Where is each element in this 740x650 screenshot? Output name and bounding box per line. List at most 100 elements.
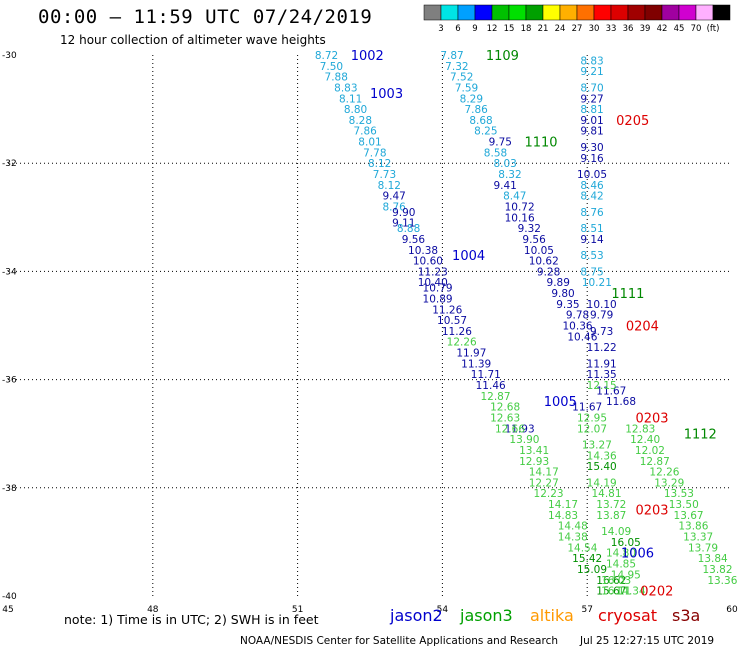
swh-data-label: 12.87 bbox=[480, 391, 510, 403]
swh-data-label: 12.26 bbox=[649, 467, 679, 479]
colorbar-swatch bbox=[576, 4, 595, 21]
pass-id-label: 1004 bbox=[452, 249, 485, 264]
pass-id-label: 1002 bbox=[351, 49, 384, 64]
y-tick-label: -38 bbox=[2, 484, 17, 494]
swh-data-label: 13.50 bbox=[669, 499, 699, 511]
colorbar-label: 33 bbox=[606, 24, 617, 34]
swh-data-label: 16.11 bbox=[601, 586, 631, 598]
x-tick-label: 60 bbox=[726, 605, 738, 615]
swh-data-label: 8.12 bbox=[368, 158, 391, 170]
pass-id-label: 0203 bbox=[635, 503, 668, 518]
y-tick-label: -32 bbox=[2, 159, 17, 169]
swh-data-label: 10.60 bbox=[413, 256, 443, 268]
colorbar-label: 12 bbox=[487, 24, 498, 34]
swh-data-label: 12.83 bbox=[625, 423, 655, 435]
swh-data-label: 8.76 bbox=[580, 207, 604, 219]
swh-data-label: 13.36 bbox=[707, 575, 737, 587]
colorbar-swatch bbox=[525, 4, 544, 21]
swh-data-label: 7.87 bbox=[440, 50, 463, 62]
swh-data-label: 9.16 bbox=[580, 153, 604, 165]
swh-data-label: 8.81 bbox=[580, 104, 603, 116]
swh-data-label: 9.28 bbox=[537, 266, 560, 278]
colorbar-swatch bbox=[423, 4, 442, 21]
colorbar-label: 42 bbox=[657, 24, 668, 34]
swh-data-label: 12.23 bbox=[534, 488, 564, 500]
colorbar-label: 36 bbox=[623, 24, 634, 34]
swh-data-label: 12.63 bbox=[490, 412, 520, 424]
swh-data-label: 15.09 bbox=[577, 564, 607, 576]
swh-data-label: 8.88 bbox=[397, 223, 420, 235]
colorbar-label: 45 bbox=[674, 24, 685, 34]
swh-data-label: 10.38 bbox=[408, 245, 438, 257]
pass-id-label: 1111 bbox=[611, 287, 644, 302]
swh-data-label: 16.03 bbox=[601, 575, 631, 587]
swh-data-label: 12.95 bbox=[577, 412, 607, 424]
swh-data-label: 11.67 bbox=[572, 402, 602, 414]
swh-data-label: 13.41 bbox=[519, 445, 549, 457]
swh-data-label: 10.05 bbox=[524, 245, 554, 257]
swh-data-label: 11.23 bbox=[418, 266, 448, 278]
swh-data-label: 10.79 bbox=[423, 283, 453, 295]
colorbar-label: (ft) bbox=[707, 24, 720, 34]
swh-data-label: 9.14 bbox=[580, 234, 604, 246]
colorbar-swatch bbox=[508, 4, 527, 21]
swh-data-label: 11.26 bbox=[432, 304, 462, 316]
swh-data-label: 9.73 bbox=[590, 326, 613, 338]
swh-data-label: 8.80 bbox=[344, 104, 367, 116]
y-tick-label: -36 bbox=[2, 376, 17, 386]
swh-data-label: 14.48 bbox=[558, 521, 588, 533]
colorbar-label: 70 bbox=[691, 24, 702, 34]
colorbar-swatch bbox=[457, 4, 476, 21]
swh-data-label: 10.57 bbox=[437, 315, 467, 327]
colorbar-swatch bbox=[644, 4, 663, 21]
swh-data-label: 8.68 bbox=[469, 115, 492, 127]
swh-data-label: 14.83 bbox=[548, 510, 578, 522]
swh-data-label: 8.75 bbox=[580, 266, 603, 278]
swh-data-label: 13.53 bbox=[664, 488, 694, 500]
swh-data-label: 9.47 bbox=[382, 191, 405, 203]
x-tick-label: 54 bbox=[437, 605, 449, 615]
swh-data-label: 15.42 bbox=[572, 553, 602, 565]
swh-data-label: 13.84 bbox=[698, 553, 728, 565]
x-tick-label: 45 bbox=[2, 605, 13, 615]
swh-data-label: 14.19 bbox=[587, 477, 617, 489]
x-tick-label: 57 bbox=[581, 605, 592, 615]
swh-data-label: 10.16 bbox=[505, 212, 535, 224]
colorbar-label: 15 bbox=[504, 24, 515, 34]
swh-data-label: 8.47 bbox=[503, 191, 526, 203]
swh-data-label: 14.38 bbox=[558, 531, 588, 543]
swh-data-label: 8.25 bbox=[474, 126, 497, 138]
y-tick-label: -40 bbox=[2, 592, 17, 602]
swh-data-label: 11.39 bbox=[461, 358, 491, 370]
pass-id-label: 1006 bbox=[621, 547, 654, 562]
swh-data-label: 11.97 bbox=[456, 348, 486, 360]
swh-data-label: 13.67 bbox=[674, 510, 704, 522]
colorbar-swatch bbox=[474, 4, 493, 21]
colorbar-swatch bbox=[593, 4, 612, 21]
footer-note: note: 1) Time is in UTC; 2) SWH is in fe… bbox=[64, 612, 319, 627]
swh-data-label: 9.89 bbox=[547, 277, 570, 289]
swh-data-label: 9.11 bbox=[392, 218, 415, 230]
swh-data-label: 8.29 bbox=[460, 93, 483, 105]
colorbar-swatch bbox=[559, 4, 578, 21]
swh-data-label: 13.29 bbox=[654, 477, 684, 489]
chart-title: 00:00 – 11:59 UTC 07/24/2019 bbox=[38, 6, 373, 28]
swh-data-label: 7.78 bbox=[363, 147, 386, 159]
swh-data-label: 8.11 bbox=[339, 93, 362, 105]
swh-data-label: 12.15 bbox=[587, 380, 617, 392]
swh-data-label: 8.70 bbox=[580, 82, 603, 94]
swh-data-label: 8.46 bbox=[580, 180, 604, 192]
colorbar-swatch bbox=[491, 4, 510, 21]
swh-data-label: 12.87 bbox=[640, 456, 670, 468]
swh-data-label: 10.62 bbox=[529, 256, 559, 268]
swh-data-label: 8.42 bbox=[580, 191, 603, 203]
swh-data-label: 8.01 bbox=[358, 137, 381, 149]
swh-data-label: 14.85 bbox=[606, 559, 636, 571]
swh-data-label: 14.34 bbox=[616, 586, 646, 598]
colorbar-swatch bbox=[440, 4, 459, 21]
swh-data-label: 8.53 bbox=[580, 250, 603, 262]
swh-data-label: 13.90 bbox=[509, 434, 539, 446]
footer-timestamp: Jul 25 12:27:15 UTC 2019 bbox=[580, 635, 715, 647]
colorbar-swatch bbox=[661, 4, 680, 21]
swh-data-label: 8.72 bbox=[315, 50, 338, 62]
